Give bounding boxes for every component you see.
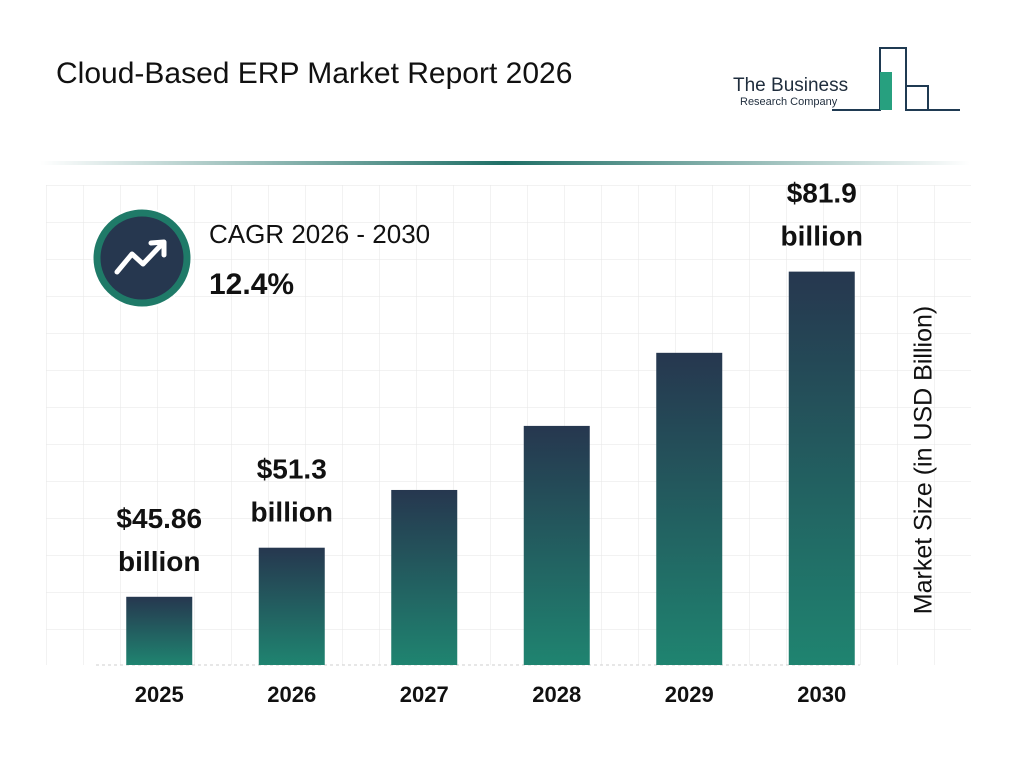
divider [40, 161, 970, 165]
x-tick-label: 2027 [400, 682, 449, 707]
bar [126, 596, 193, 665]
x-tick-label: 2030 [797, 682, 846, 707]
bar [523, 425, 590, 665]
logo: The Business Research Company [733, 47, 960, 111]
cagr-value: 12.4% [209, 268, 294, 301]
x-tick-label: 2025 [135, 682, 184, 707]
bar [788, 271, 855, 665]
x-tick-label: 2026 [267, 682, 316, 707]
bar [258, 547, 325, 665]
logo-text: The Business [733, 75, 848, 96]
bar [391, 489, 458, 665]
chart-title: Cloud-Based ERP Market Report 2026 [56, 57, 572, 90]
cagr-badge [91, 207, 193, 309]
logo-subtext: Research Company [740, 96, 838, 108]
y-axis-label: Market Size (in USD Billion) [910, 306, 938, 614]
data-label: $45.86 billion [116, 503, 202, 577]
x-tick-label: 2028 [532, 682, 581, 707]
data-label: $81.9 billion [781, 178, 863, 252]
x-tick-label: 2029 [665, 682, 714, 707]
data-label: $51.3 billion [251, 454, 333, 528]
cagr-label: CAGR 2026 - 2030 [209, 219, 430, 249]
bar [656, 352, 723, 665]
